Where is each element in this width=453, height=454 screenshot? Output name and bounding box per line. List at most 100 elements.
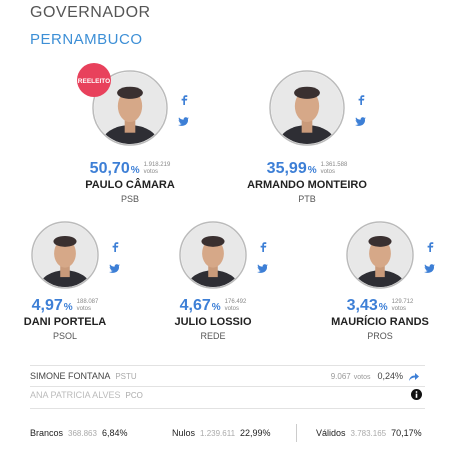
rect bbox=[124, 119, 136, 133]
reelected-badge: REELEITO bbox=[77, 63, 111, 97]
candidate-photo bbox=[179, 221, 247, 289]
votes-label: votos bbox=[143, 169, 158, 175]
ellipse bbox=[278, 125, 336, 144]
ellipse bbox=[354, 270, 406, 287]
g bbox=[94, 72, 166, 144]
votes-label: votos bbox=[391, 306, 407, 312]
path bbox=[260, 242, 267, 252]
circle bbox=[415, 391, 418, 393]
twitter-icon[interactable] bbox=[424, 264, 435, 273]
votes: 129.712 bbox=[391, 299, 414, 305]
votes-box: 1.918.219 votos bbox=[144, 162, 171, 176]
path bbox=[427, 242, 434, 252]
path bbox=[112, 242, 119, 252]
ellipse bbox=[39, 270, 91, 287]
rect bbox=[208, 265, 218, 278]
percent-sign: % bbox=[130, 165, 140, 176]
path bbox=[181, 95, 188, 105]
candidate-name: MAURÍCIO RANDS bbox=[331, 316, 429, 328]
ellipse bbox=[101, 125, 159, 144]
minor-name: SIMONE FONTANA bbox=[30, 371, 111, 381]
minor-party: PCO bbox=[125, 391, 143, 400]
state-name: PERNAMBUCO bbox=[30, 31, 143, 48]
divider bbox=[30, 408, 425, 409]
percent-row: 50,70% 1.918.219 votos bbox=[90, 160, 171, 178]
total: Brancos 368.863 6,84% bbox=[30, 428, 127, 438]
total-percent: 22,99% bbox=[240, 428, 271, 438]
total-percent: 70,17% bbox=[391, 428, 422, 438]
minor-votes-label: votos bbox=[353, 374, 371, 381]
circle bbox=[77, 63, 111, 97]
total-votes: 1.239.611 bbox=[200, 429, 236, 438]
total-label: Nulos bbox=[172, 428, 196, 438]
candidate-party: PSOL bbox=[52, 331, 78, 341]
path bbox=[355, 117, 366, 126]
percent-row: 4,97% 188.087 votos bbox=[32, 297, 99, 315]
g bbox=[33, 223, 97, 287]
total: Nulos 1.239.611 22,99% bbox=[172, 428, 271, 438]
percent-sign: % bbox=[378, 302, 388, 313]
ellipse bbox=[368, 235, 392, 247]
twitter-icon[interactable] bbox=[109, 264, 120, 273]
facebook-icon[interactable] bbox=[180, 95, 188, 105]
total: Válidos 3.783.165 70,17% bbox=[316, 428, 422, 438]
twitter-icon[interactable] bbox=[257, 264, 268, 273]
votes-box: 129.712 votos bbox=[392, 299, 414, 313]
circle bbox=[346, 221, 414, 289]
votes-label: votos bbox=[76, 306, 92, 312]
total-label: Brancos bbox=[30, 428, 64, 438]
rect bbox=[415, 393, 418, 398]
info-icon[interactable] bbox=[411, 389, 422, 400]
minor-votes: 9.067 bbox=[330, 372, 351, 381]
facebook-icon[interactable] bbox=[426, 242, 434, 252]
percent: 50,70 bbox=[89, 160, 130, 177]
facebook-icon[interactable] bbox=[357, 95, 365, 105]
rect bbox=[375, 265, 385, 278]
percent-row: 35,99% 1.361.588 votos bbox=[267, 160, 348, 178]
total-votes: 3.783.165 bbox=[350, 429, 387, 438]
percent-sign: % bbox=[307, 165, 317, 176]
percent: 35,99 bbox=[266, 160, 307, 177]
divider bbox=[30, 386, 425, 387]
percent: 4,97 bbox=[31, 297, 63, 314]
votes: 1.918.219 bbox=[143, 162, 171, 168]
g bbox=[348, 223, 412, 287]
circle bbox=[269, 70, 345, 146]
votes-box: 188.087 votos bbox=[77, 299, 99, 313]
g bbox=[181, 223, 245, 287]
candidate-name: PAULO CÂMARA bbox=[85, 179, 175, 191]
percent-row: 3,43% 129.712 votos bbox=[347, 297, 414, 315]
candidate-party: PSB bbox=[120, 194, 140, 204]
total-percent: 6,84% bbox=[101, 428, 128, 438]
minor-name: ANA PATRICIA ALVES bbox=[30, 390, 121, 400]
total-label: Válidos bbox=[316, 428, 346, 438]
percent-row: 4,67% 176.492 votos bbox=[180, 297, 247, 315]
share-icon[interactable] bbox=[408, 372, 419, 381]
candidate-party: PROS bbox=[367, 331, 393, 341]
votes: 1.361.588 bbox=[320, 162, 348, 168]
ellipse bbox=[201, 235, 225, 247]
badge-label: REELEITO bbox=[78, 78, 110, 85]
twitter-icon[interactable] bbox=[178, 117, 189, 126]
votes-box: 1.361.588 votos bbox=[321, 162, 348, 176]
facebook-icon[interactable] bbox=[111, 242, 119, 252]
candidate-photo bbox=[346, 221, 414, 289]
candidate-name: DANI PORTELA bbox=[23, 316, 107, 328]
path bbox=[257, 264, 268, 273]
minor-candidate: SIMONE FONTANA PSTU bbox=[30, 371, 137, 381]
percent: 4,67 bbox=[179, 297, 211, 314]
circle bbox=[179, 221, 247, 289]
votes-box: 176.492 votos bbox=[225, 299, 247, 313]
path bbox=[109, 264, 120, 273]
facebook-icon[interactable] bbox=[259, 242, 267, 252]
votes: 176.492 bbox=[224, 299, 247, 305]
total-votes: 368.863 bbox=[68, 429, 97, 438]
minor-candidate: ANA PATRICIA ALVES PCO bbox=[30, 390, 143, 400]
votes-label: votos bbox=[224, 306, 240, 312]
candidate-photo bbox=[31, 221, 99, 289]
office-title: GOVERNADOR bbox=[30, 4, 151, 21]
candidate-name: ARMANDO MONTEIRO bbox=[247, 179, 367, 191]
votes: 188.087 bbox=[76, 299, 99, 305]
twitter-icon[interactable] bbox=[355, 117, 366, 126]
candidate-photo bbox=[92, 70, 168, 146]
